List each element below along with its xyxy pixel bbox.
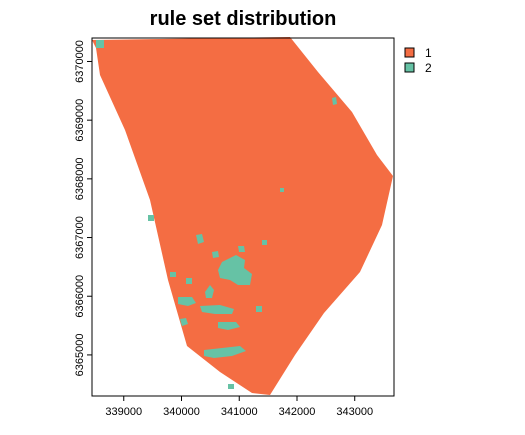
- class-2-patch: [178, 297, 196, 306]
- legend-label: 2: [425, 61, 432, 75]
- x-tick-label: 342000: [279, 406, 316, 418]
- class-2-patch: [280, 188, 284, 192]
- class-2-patch: [180, 318, 188, 326]
- class-2-patch: [196, 234, 204, 244]
- class-2-patch: [148, 215, 154, 221]
- class-1-region: [92, 37, 393, 395]
- y-tick-label: 6367000: [74, 216, 86, 259]
- legend-swatch: [404, 62, 415, 73]
- y-tick-label: 6365000: [74, 334, 86, 377]
- x-tick-label: 340000: [163, 406, 200, 418]
- class-2-patch: [218, 322, 240, 330]
- class-2-patch: [218, 255, 252, 285]
- x-tick-label: 339000: [105, 406, 142, 418]
- class-2-patch: [262, 240, 267, 245]
- class-2-patch: [186, 278, 192, 284]
- map-title: rule set distribution: [149, 8, 337, 30]
- class-2-patch: [205, 285, 214, 298]
- class-2-patch: [204, 346, 246, 358]
- class-2-patch: [238, 246, 245, 252]
- class-2-patch: [212, 251, 219, 258]
- class-2-patch: [96, 40, 104, 48]
- map-frame: [91, 37, 395, 397]
- legend-swatch: [404, 47, 415, 58]
- class-2-patches: [96, 40, 337, 389]
- y-tick-label: 6370000: [74, 40, 86, 83]
- class-2-patch: [256, 306, 262, 312]
- legend-label: 1: [425, 46, 432, 60]
- class-2-patch: [200, 305, 234, 314]
- y-axis: 6365000 6366000 6367000 6368000 6369000 63700…: [74, 40, 92, 376]
- legend: 12: [404, 46, 432, 75]
- x-tick-label: 341000: [221, 406, 258, 418]
- y-tick-label: 6368000: [74, 157, 86, 200]
- class-2-patch: [228, 384, 234, 389]
- class-2-patch: [332, 97, 337, 105]
- y-tick-label: 6369000: [74, 99, 86, 142]
- x-tick-label: 343000: [336, 406, 373, 418]
- class-2-patch: [170, 272, 176, 277]
- x-axis: 339000 340000 341000 342000 343000: [105, 396, 373, 418]
- y-tick-label: 6366000: [74, 275, 86, 318]
